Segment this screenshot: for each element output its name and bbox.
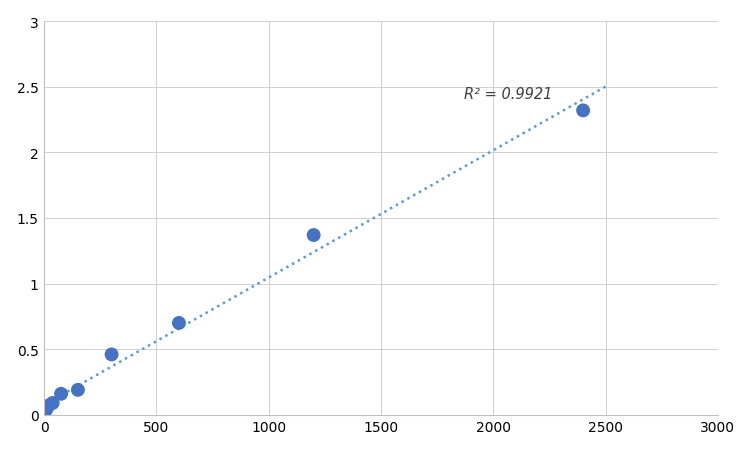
Point (47, 400, 59, 407)
Point (38, 410, 50, 417)
Point (105, 351, 117, 358)
Point (173, 320, 185, 327)
Point (577, 107, 589, 115)
Point (72, 387, 84, 394)
Point (55, 390, 67, 397)
Point (308, 232, 320, 239)
Point (42, 402, 54, 410)
Text: R² = 0.9921: R² = 0.9921 (464, 87, 553, 101)
Point (41, 406, 53, 413)
